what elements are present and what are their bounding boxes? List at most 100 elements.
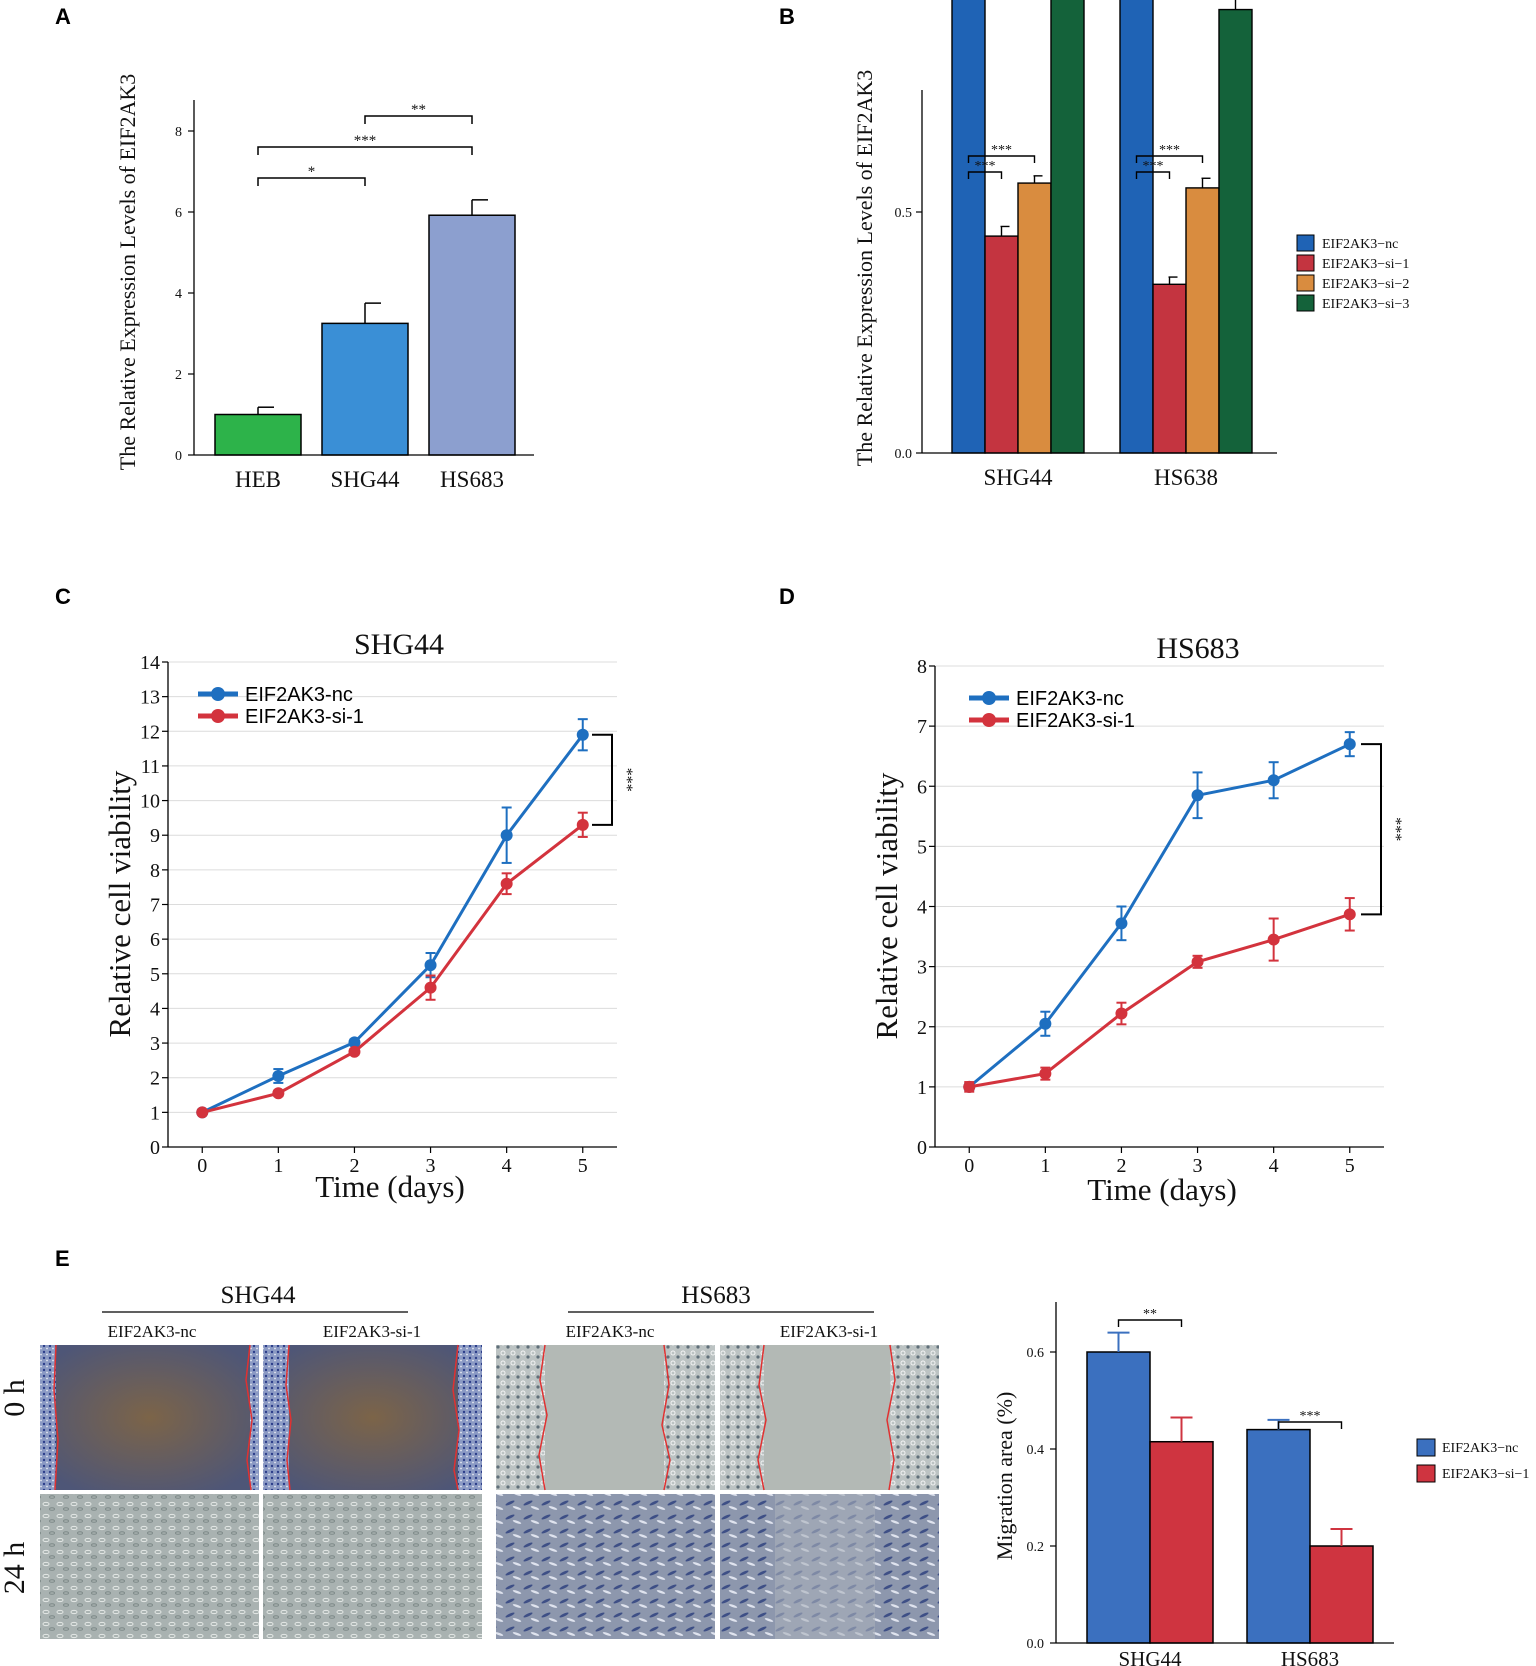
chart-d-grid xyxy=(935,665,1384,1088)
chart-c-ytick-label: 7 xyxy=(150,895,160,917)
chart-a-sig-label: *** xyxy=(354,133,377,149)
chart-c-point xyxy=(196,1106,209,1119)
chart-e-bars xyxy=(1086,1331,1374,1644)
chart-b-legend-label: EIF2AK3−si−1 xyxy=(1322,257,1409,272)
chart-e-ticks: 0.0 0.2 0.4 0.6 SHG44 HS683 xyxy=(1027,1346,1340,1666)
chart-e-ylabel: Migration area (%) xyxy=(992,1392,1017,1561)
chart-c-title: SHG44 xyxy=(354,628,444,661)
chart-c-significance: *** xyxy=(592,733,635,826)
chart-e-significance: ***** xyxy=(1117,1307,1343,1429)
chart-d-point xyxy=(1343,908,1356,921)
chart-d-ytick-label: 5 xyxy=(917,836,927,858)
chart-d-point xyxy=(963,1080,976,1093)
micro-col-3: EIF2AK3-nc xyxy=(566,1322,655,1341)
chart-b-bar xyxy=(984,235,1019,454)
chart-d-point xyxy=(1039,1017,1052,1030)
chart-e-ytick-label: 0.4 xyxy=(1027,1443,1045,1458)
chart-b-legend-label: EIF2AK3−nc xyxy=(1322,237,1398,252)
chart-d-xtick-label: 5 xyxy=(1345,1155,1355,1177)
chart-b-bar xyxy=(1218,8,1253,454)
chart-d-point xyxy=(1191,789,1204,802)
chart-c-ytick-label: 4 xyxy=(150,998,160,1020)
chart-c-ytick-label: 8 xyxy=(150,860,160,882)
chart-c-ytick-label: 5 xyxy=(150,964,160,986)
chart-c-line-series-1 xyxy=(201,733,584,1114)
chart-c-point xyxy=(500,829,513,842)
chart-c-xtick-label: 5 xyxy=(578,1155,588,1177)
micrograph-hs683-si1-24h xyxy=(720,1494,939,1639)
chart-a-ylabel: The Relative Expression Levels of EIF2AK… xyxy=(115,74,140,471)
chart-a-bar xyxy=(428,214,516,456)
chart-d-legend-label: EIF2AK3-si-1 xyxy=(1016,710,1135,732)
chart-e-bar xyxy=(1149,1440,1214,1644)
chart-d-xlabel: Time (days) xyxy=(1087,1172,1237,1207)
micro-col-4: EIF2AK3-si-1 xyxy=(780,1322,878,1341)
chart-b-sig-bracket xyxy=(967,171,1003,179)
chart-b-sig-bracket xyxy=(967,155,1036,163)
chart-e-xtick-label: HS683 xyxy=(1281,1647,1339,1666)
chart-b-legend-swatch xyxy=(1296,234,1315,252)
chart-c-legend-label: EIF2AK3-si-1 xyxy=(245,706,364,728)
chart-e-legend-label: EIF2AK3−nc xyxy=(1442,1441,1518,1456)
chart-e-bar xyxy=(1086,1351,1151,1644)
chart-d-ytick-label: 1 xyxy=(917,1077,927,1099)
chart-d-ylabel: Relative cell viability xyxy=(869,772,904,1039)
chart-c-line-series-2 xyxy=(201,823,584,1114)
chart-a-sig-label: ** xyxy=(411,102,426,118)
chart-d-xtick-label: 1 xyxy=(1040,1155,1050,1177)
chart-c-xtick-label: 2 xyxy=(349,1155,359,1177)
chart-e-sig-bracket xyxy=(1117,1319,1183,1327)
chart-b-legend-swatch xyxy=(1296,294,1315,312)
chart-b-sig-label: *** xyxy=(975,159,996,174)
chart-d-ytick-label: 3 xyxy=(917,957,927,979)
chart-a-ytick-label: 8 xyxy=(175,125,182,140)
chart-b-bar xyxy=(1152,283,1187,454)
chart-d-ticks: 0 1 2 3 4 5 6 7 8 0 1 2 3 4 5 xyxy=(917,656,1355,1177)
chart-a-ytick-label: 4 xyxy=(175,287,182,302)
chart-d-ytick-label: 8 xyxy=(917,656,927,678)
chart-e-bar xyxy=(1309,1545,1374,1644)
chart-c-ytick-label: 6 xyxy=(150,929,160,951)
chart-c-sig-label: *** xyxy=(618,768,635,792)
chart-d-point xyxy=(1191,955,1204,968)
chart-c-point xyxy=(348,1036,361,1049)
chart-e-ytick-label: 0.0 xyxy=(1027,1637,1045,1652)
chart-c-xtick-label: 1 xyxy=(273,1155,283,1177)
chart-b: ************ 0.00.51.0SHG44HS638 The Rel… xyxy=(852,0,1409,490)
micro-col-1: EIF2AK3-nc xyxy=(108,1322,197,1341)
chart-d-xtick-label: 2 xyxy=(1116,1155,1126,1177)
chart-d-sig-bracket xyxy=(1361,743,1382,916)
chart-d-line-series-1 xyxy=(968,742,1351,1089)
chart-b-sig-label: *** xyxy=(1143,159,1164,174)
chart-d-point xyxy=(1343,738,1356,751)
chart-c-ytick-label: 13 xyxy=(140,687,160,709)
chart-e-legend: EIF2AK3−nc EIF2AK3−si−1 xyxy=(1416,1438,1529,1483)
chart-c-sig-bracket xyxy=(592,733,613,826)
panel-label-b: B xyxy=(779,4,795,29)
panel-label-a: A xyxy=(55,4,71,29)
chart-e-ytick-label: 0.6 xyxy=(1027,1346,1045,1361)
chart-a-xtick-label: HS683 xyxy=(440,467,504,492)
chart-b-ylabel: The Relative Expression Levels of EIF2AK… xyxy=(852,70,877,467)
micrograph-hs683-nc-24h xyxy=(496,1494,715,1639)
chart-c-ylabel: Relative cell viability xyxy=(102,770,137,1037)
panel-label-d: D xyxy=(779,584,795,609)
chart-b-bar xyxy=(1050,0,1085,454)
chart-c-point xyxy=(272,1069,285,1082)
chart-c-ytick-label: 14 xyxy=(140,652,160,674)
micro-col-2: EIF2AK3-si-1 xyxy=(323,1322,421,1341)
chart-a-significance: ****** xyxy=(257,102,473,186)
chart-b-sig-label: *** xyxy=(1159,143,1180,158)
chart-a-xtick-label: SHG44 xyxy=(330,467,400,492)
chart-d-legend-marker xyxy=(982,691,996,705)
chart-c-point xyxy=(272,1087,285,1100)
chart-e-ytick-label: 0.2 xyxy=(1027,1540,1045,1555)
chart-d-series xyxy=(963,731,1356,1093)
chart-a-xtick-label: HEB xyxy=(235,467,281,492)
chart-d: HS683 0 1 2 3 4 5 6 7 8 0 1 2 3 4 5 Relative cell viab… xyxy=(869,632,1404,1207)
panel-label-e: E xyxy=(55,1246,70,1271)
chart-a-ytick-label: 6 xyxy=(175,206,182,221)
